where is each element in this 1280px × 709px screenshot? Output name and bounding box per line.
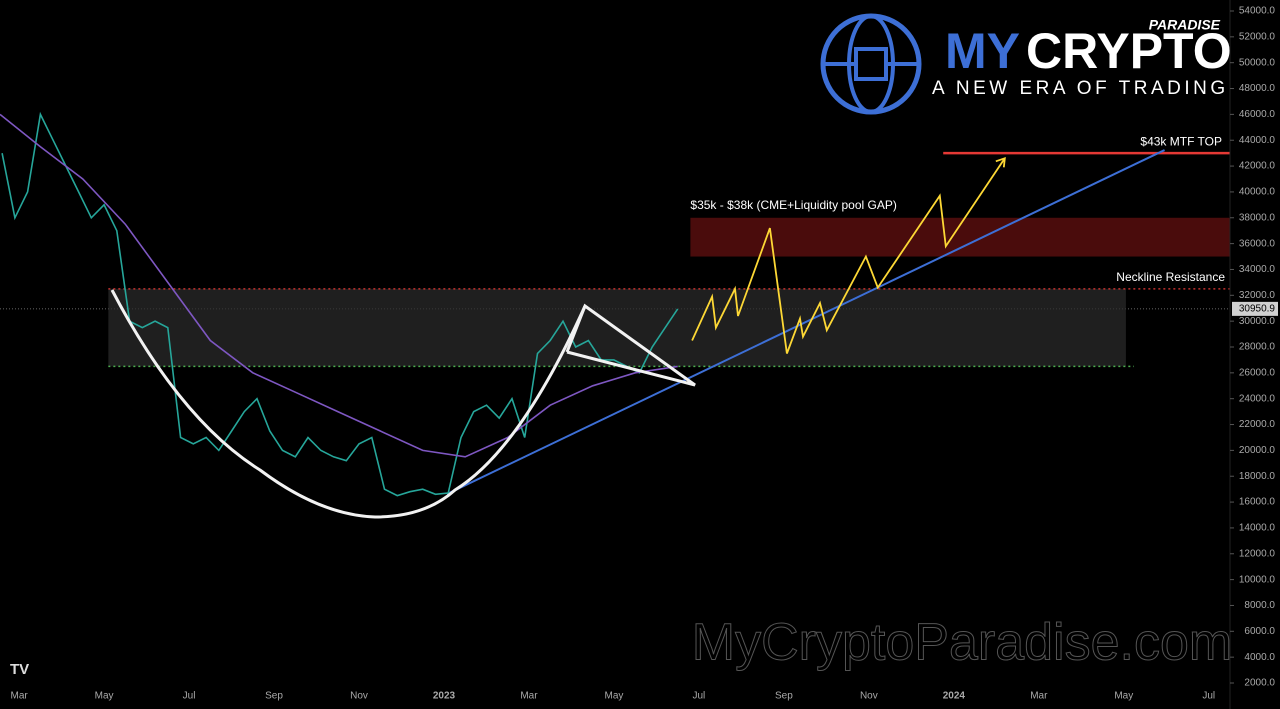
- y-tick-label: 32000.0: [1239, 290, 1276, 301]
- x-tick-label: Nov: [350, 691, 368, 702]
- cup-drawing: [110, 289, 587, 519]
- x-tick-label: May: [1114, 691, 1133, 702]
- y-tick-label: 18000.0: [1239, 471, 1276, 482]
- y-tick-label: 4000.0: [1244, 652, 1275, 663]
- y-axis-panel: [1230, 0, 1280, 709]
- x-tick-label: Mar: [1030, 691, 1048, 702]
- x-tick-label: Sep: [265, 691, 283, 702]
- y-tick-label: 54000.0: [1239, 6, 1276, 17]
- logo-name: CRYPTO: [1026, 23, 1232, 79]
- top-level-label: $43k MTF TOP: [1140, 134, 1222, 148]
- y-tick-label: 40000.0: [1239, 187, 1276, 198]
- x-tick-label: Jul: [693, 691, 706, 702]
- y-tick-label: 42000.0: [1239, 161, 1276, 172]
- y-tick-label: 28000.0: [1239, 342, 1276, 353]
- y-tick-label: 12000.0: [1239, 548, 1276, 559]
- x-tick-label: May: [95, 691, 114, 702]
- x-tick-label: 2023: [433, 691, 456, 702]
- tv-logo: TV: [10, 661, 29, 678]
- neckline-label: Neckline Resistance: [1116, 270, 1225, 284]
- last-price-box: [1232, 301, 1278, 316]
- y-tick-label: 46000.0: [1239, 109, 1276, 120]
- logo-tagline: A NEW ERA OF TRADING: [932, 78, 1229, 99]
- y-tick-label: 44000.0: [1239, 135, 1276, 146]
- y-tick-label: 16000.0: [1239, 497, 1276, 508]
- y-tick-label: 30000.0: [1239, 316, 1276, 327]
- y-tick-label: 24000.0: [1239, 393, 1276, 404]
- x-tick-label: Jul: [1202, 691, 1215, 702]
- trendline: [446, 149, 1166, 495]
- y-tick-label: 10000.0: [1239, 574, 1276, 585]
- x-tick-label: May: [604, 691, 623, 702]
- watermark: MyCryptoParadise.com: [692, 614, 1232, 672]
- x-tick-label: Mar: [520, 691, 538, 702]
- y-tick-label: 2000.0: [1244, 678, 1275, 689]
- y-tick-label: 20000.0: [1239, 445, 1276, 456]
- y-tick-label: 14000.0: [1239, 523, 1276, 534]
- logo-name: MY: [945, 23, 1020, 79]
- logo: PARADISE MY CRYPTO A NEW ERA OF TRADING: [820, 13, 1232, 115]
- y-tick-label: 38000.0: [1239, 212, 1276, 223]
- x-tick-label: 2024: [943, 691, 966, 702]
- series-line: [1, 111, 679, 497]
- gap-zone-label: $35k - $38k (CME+Liquidity pool GAP): [690, 198, 896, 212]
- last-price-label: 30950.9: [1239, 304, 1276, 315]
- series-line: [0, 113, 678, 458]
- logo-kicker: PARADISE: [1149, 17, 1221, 33]
- y-tick-label: 8000.0: [1244, 600, 1275, 611]
- y-tick-label: 26000.0: [1239, 367, 1276, 378]
- x-tick-label: Jul: [183, 691, 196, 702]
- y-tick-label: 6000.0: [1244, 626, 1275, 637]
- y-tick-label: 48000.0: [1239, 83, 1276, 94]
- logo-chip: [854, 47, 888, 81]
- y-tick-label: 34000.0: [1239, 264, 1276, 275]
- x-tick-label: Nov: [860, 691, 878, 702]
- series-line: [691, 157, 1006, 354]
- y-tick-label: 50000.0: [1239, 57, 1276, 68]
- pennant-drawing: [565, 303, 696, 387]
- y-tick-label: 36000.0: [1239, 238, 1276, 249]
- x-tick-label: Sep: [775, 691, 793, 702]
- arrow-head: [995, 157, 1006, 168]
- y-tick-label: 22000.0: [1239, 419, 1276, 430]
- y-tick-label: 52000.0: [1239, 31, 1276, 42]
- x-tick-label: Mar: [11, 691, 29, 702]
